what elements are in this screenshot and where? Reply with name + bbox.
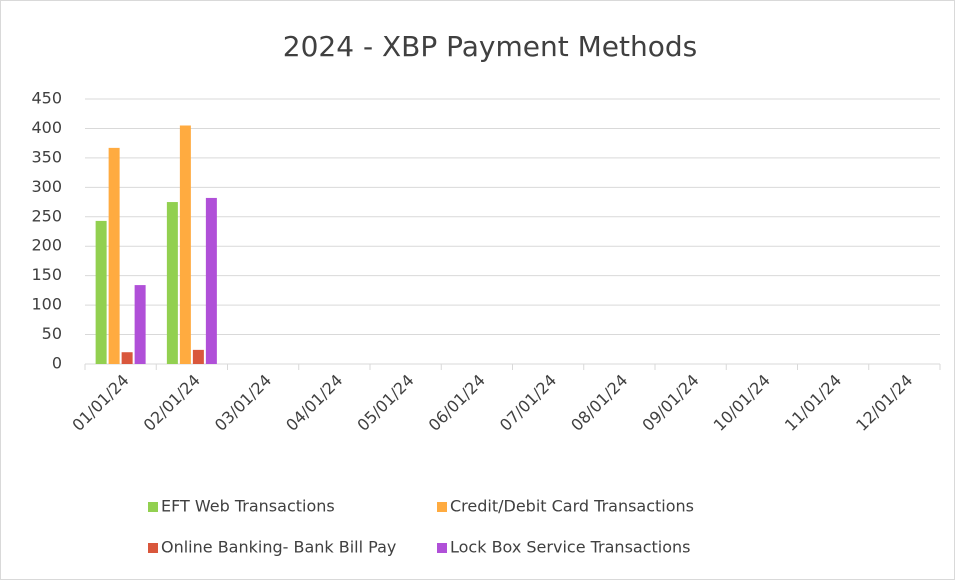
y-tick-label: 250	[31, 206, 62, 225]
y-tick-label: 450	[31, 89, 62, 108]
legend-label: Credit/Debit Card Transactions	[450, 497, 694, 516]
legend-label: Lock Box Service Transactions	[450, 538, 690, 557]
bar	[179, 125, 191, 364]
y-tick-label: 400	[31, 118, 62, 137]
y-tick-label: 300	[31, 177, 62, 196]
bar	[121, 352, 133, 364]
y-tick-label: 0	[52, 354, 62, 373]
bar	[95, 220, 107, 364]
y-tick-label: 350	[31, 147, 62, 166]
legend-swatch	[148, 502, 158, 512]
bar	[134, 285, 146, 364]
y-tick-label: 50	[42, 324, 62, 343]
bar	[108, 147, 120, 364]
legend-label: Online Banking- Bank Bill Pay	[161, 538, 396, 557]
y-tick-label: 200	[31, 236, 62, 255]
y-tick-label: 100	[31, 295, 62, 314]
bar	[205, 197, 217, 364]
y-tick-label: 150	[31, 265, 62, 284]
legend-swatch	[148, 543, 158, 553]
chart-title: 2024 - XBP Payment Methods	[283, 30, 697, 63]
legend-swatch	[437, 502, 447, 512]
legend-label: EFT Web Transactions	[161, 497, 335, 516]
bar	[192, 349, 204, 364]
legend-swatch	[437, 543, 447, 553]
bar	[166, 202, 178, 364]
